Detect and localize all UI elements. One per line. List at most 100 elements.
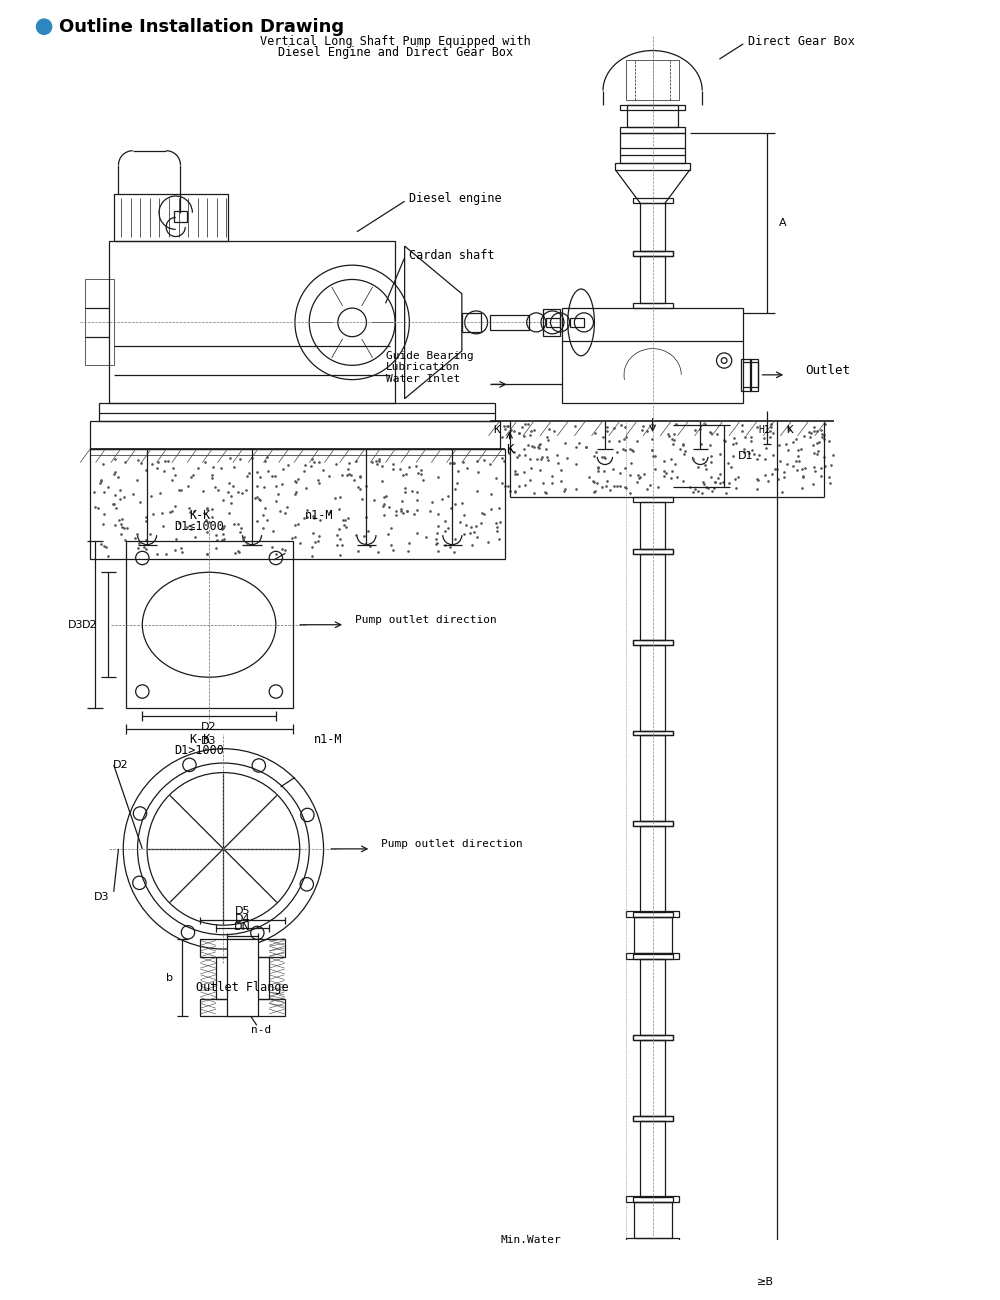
Bar bbox=[626, 1196, 679, 1201]
Bar bbox=[633, 1115, 673, 1121]
Bar bbox=[109, 242, 395, 403]
Bar bbox=[570, 317, 584, 328]
Bar bbox=[85, 280, 114, 365]
Text: D3: D3 bbox=[68, 620, 84, 629]
Text: A: A bbox=[779, 217, 786, 228]
Bar bbox=[546, 317, 560, 328]
Bar bbox=[640, 1040, 665, 1115]
Bar bbox=[620, 133, 685, 162]
Bar bbox=[633, 911, 673, 916]
Bar bbox=[640, 958, 665, 1035]
Text: Lubrication: Lubrication bbox=[386, 363, 460, 372]
Bar bbox=[633, 731, 673, 736]
Bar bbox=[200, 940, 285, 957]
Text: Outlet Flange: Outlet Flange bbox=[196, 980, 289, 993]
Bar bbox=[633, 1115, 673, 1121]
Bar bbox=[741, 359, 751, 391]
Text: Guide Bearing: Guide Bearing bbox=[386, 351, 473, 361]
Bar bbox=[126, 541, 293, 708]
Bar bbox=[626, 1238, 679, 1244]
Bar bbox=[633, 640, 673, 645]
Bar bbox=[633, 822, 673, 826]
Text: Pump outlet direction: Pump outlet direction bbox=[381, 838, 523, 849]
Bar bbox=[633, 822, 673, 826]
Text: Direct Gear Box: Direct Gear Box bbox=[748, 35, 855, 48]
Text: n1-M: n1-M bbox=[314, 733, 343, 746]
Bar bbox=[640, 256, 665, 303]
Bar bbox=[216, 957, 269, 998]
Text: D2: D2 bbox=[201, 723, 217, 732]
Bar bbox=[626, 911, 679, 916]
Bar bbox=[633, 1035, 673, 1040]
Text: D2: D2 bbox=[112, 760, 128, 770]
Bar bbox=[633, 497, 673, 502]
Text: K-K: K-K bbox=[189, 733, 210, 746]
Bar bbox=[114, 194, 228, 242]
Bar bbox=[633, 640, 673, 645]
Text: DN: DN bbox=[234, 922, 251, 932]
Bar bbox=[174, 211, 187, 222]
Bar bbox=[227, 940, 258, 1015]
Text: Vertical Long Shaft Pump Equipped with: Vertical Long Shaft Pump Equipped with bbox=[260, 35, 530, 48]
Bar bbox=[633, 303, 673, 308]
Text: Outline Installation Drawing: Outline Installation Drawing bbox=[59, 18, 344, 35]
Bar bbox=[462, 313, 481, 332]
Text: n1-M: n1-M bbox=[304, 508, 333, 521]
Bar bbox=[627, 105, 678, 127]
Bar bbox=[750, 359, 758, 391]
Bar bbox=[615, 162, 690, 170]
Bar bbox=[200, 998, 285, 1015]
Text: Diesel Engine and Direct Gear Box: Diesel Engine and Direct Gear Box bbox=[278, 46, 513, 58]
Bar bbox=[90, 450, 505, 559]
Bar bbox=[633, 1035, 673, 1040]
Bar bbox=[640, 502, 665, 550]
Text: K: K bbox=[506, 443, 513, 456]
Text: D2: D2 bbox=[81, 620, 97, 629]
Bar bbox=[90, 421, 500, 450]
Text: Outlet: Outlet bbox=[805, 364, 850, 377]
Text: Cardan shaft: Cardan shaft bbox=[409, 250, 495, 263]
Bar bbox=[99, 403, 495, 421]
Bar bbox=[562, 308, 743, 403]
Text: D3: D3 bbox=[93, 892, 109, 902]
Text: D3: D3 bbox=[201, 736, 217, 746]
Bar bbox=[626, 60, 679, 100]
Text: K: K bbox=[493, 425, 500, 436]
Bar bbox=[626, 953, 679, 958]
Bar bbox=[543, 309, 560, 335]
Bar bbox=[633, 199, 673, 203]
Bar bbox=[633, 1197, 673, 1201]
Bar bbox=[633, 954, 673, 958]
Text: Pump outlet direction: Pump outlet direction bbox=[355, 615, 496, 625]
Circle shape bbox=[36, 20, 52, 34]
Text: Water Inlet: Water Inlet bbox=[386, 373, 460, 384]
Text: D5: D5 bbox=[235, 906, 250, 916]
Bar bbox=[634, 1201, 672, 1238]
Bar bbox=[633, 251, 673, 256]
Text: D1≤1000: D1≤1000 bbox=[175, 520, 224, 533]
Bar bbox=[633, 550, 673, 554]
Text: H1: H1 bbox=[758, 425, 770, 436]
Bar bbox=[640, 203, 665, 251]
Bar bbox=[227, 940, 258, 1015]
Bar bbox=[633, 731, 673, 736]
Text: n-d: n-d bbox=[251, 1026, 272, 1035]
Text: D1: D1 bbox=[737, 451, 753, 462]
Text: Diesel engine: Diesel engine bbox=[409, 192, 502, 205]
Bar bbox=[633, 550, 673, 554]
Text: D4: D4 bbox=[235, 914, 250, 923]
Bar bbox=[633, 251, 673, 256]
Bar bbox=[620, 127, 685, 133]
Bar bbox=[640, 1121, 665, 1197]
Text: ≥B: ≥B bbox=[757, 1277, 774, 1287]
Bar bbox=[634, 916, 672, 953]
Text: b: b bbox=[166, 972, 173, 983]
Text: K-K: K-K bbox=[189, 508, 210, 521]
Text: K: K bbox=[786, 425, 793, 436]
Bar bbox=[620, 105, 685, 109]
Bar bbox=[595, 1260, 710, 1265]
Bar bbox=[640, 554, 665, 640]
Bar bbox=[640, 826, 665, 911]
Text: Min.Water: Min.Water bbox=[500, 1235, 561, 1245]
Bar bbox=[640, 645, 665, 731]
